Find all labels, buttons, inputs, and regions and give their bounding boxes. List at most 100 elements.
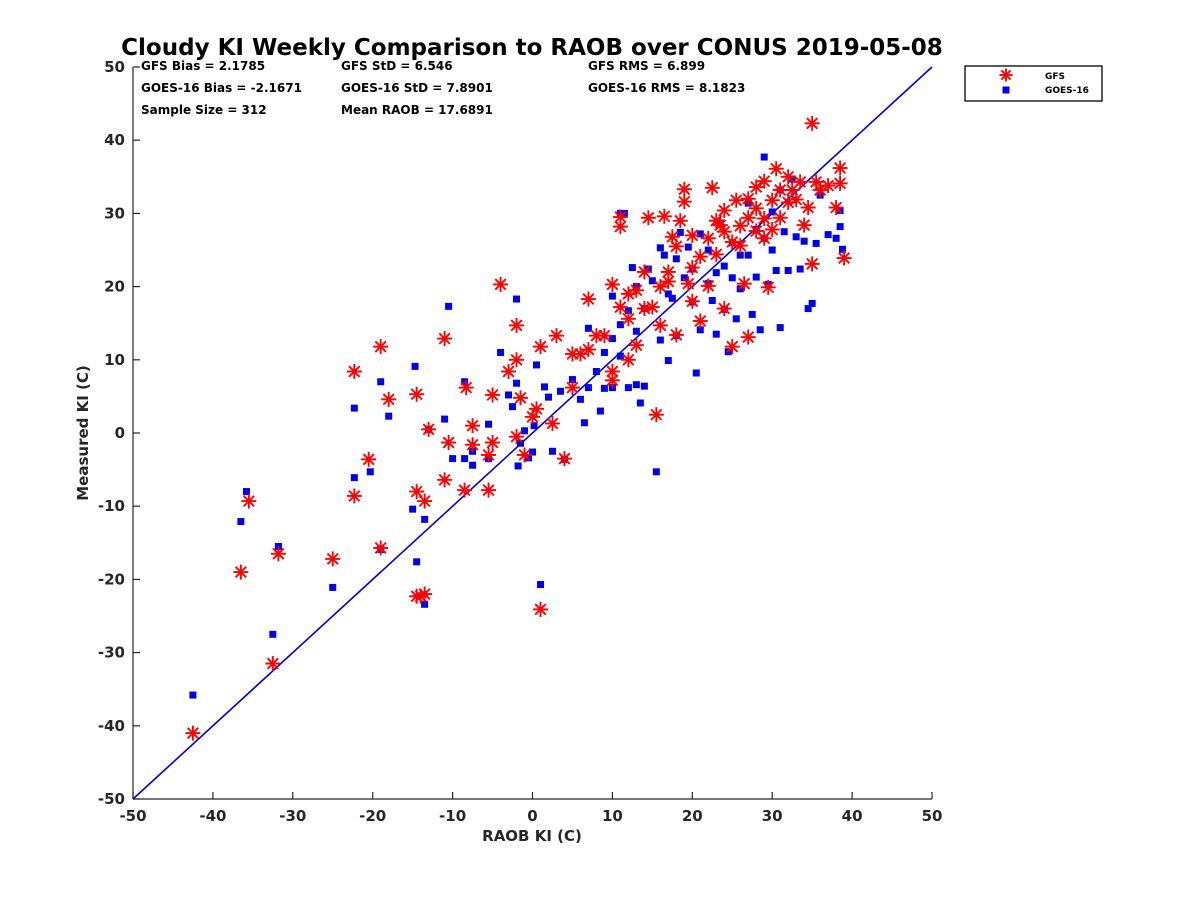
legend-goes16-marker (1002, 86, 1010, 94)
goes16-point (536, 581, 544, 589)
goes16-point (744, 251, 752, 259)
goes16-point (772, 266, 780, 274)
goes16-point (600, 348, 608, 356)
goes16-point (732, 315, 740, 323)
goes16-point (676, 228, 684, 236)
goes16-point (696, 326, 704, 334)
goes16-point (584, 324, 592, 332)
plot-area: -50 -40 -30 -20 -10 0 10 20 30 40 50 -50-40-30-20-… (98, 58, 943, 825)
goes16-point (385, 412, 393, 420)
y-tick-label: -50 (98, 790, 125, 808)
gfs-point (481, 447, 497, 463)
gfs-point (513, 390, 529, 406)
goes16-point (509, 403, 517, 411)
gfs-point (804, 115, 820, 131)
y-tick-label: 40 (104, 131, 125, 149)
y-axis-ticks: -50 -40 -30 -20 -10 0 10 20 30 40 50 (98, 58, 140, 808)
goes16-point (656, 336, 664, 344)
y-tick-label: 0 (115, 424, 125, 442)
gfs-point (836, 250, 852, 266)
y-tick-label: 10 (104, 351, 125, 369)
goes16-point (505, 391, 513, 399)
gfs-point (708, 246, 724, 262)
goes16-point (784, 266, 792, 274)
gfs-point (485, 387, 501, 403)
goes16-point (580, 419, 588, 427)
goes16-point (269, 630, 277, 638)
gfs-point (604, 372, 620, 388)
x-tick-label: 30 (762, 807, 783, 825)
goes16-point (796, 265, 804, 273)
gfs-point (596, 328, 612, 344)
goes16-point (461, 378, 469, 386)
goes16-point (696, 230, 704, 238)
gfs-point (417, 586, 433, 602)
goes16-point (736, 251, 744, 259)
gfs-point (680, 276, 696, 292)
gfs-point (764, 222, 780, 238)
gfs-point (676, 194, 692, 210)
y-tick-label: -20 (98, 570, 125, 588)
stat-text: GFS StD = 6.546 (341, 59, 453, 73)
gfs-point (660, 273, 676, 289)
gfs-point (458, 380, 474, 396)
goes16-point (544, 393, 552, 401)
gfs-point (792, 174, 808, 190)
stat-text: GOES-16 StD = 7.8901 (341, 81, 493, 95)
gfs-point (241, 493, 257, 509)
gfs-point (668, 238, 684, 254)
goes16-point (812, 239, 820, 247)
gfs-point (265, 656, 281, 672)
x-tick-label: 20 (682, 807, 703, 825)
gfs-point (325, 551, 341, 567)
gfs-point (544, 415, 560, 431)
goes16-point (411, 362, 419, 370)
goes16-point (449, 455, 457, 463)
gfs-point (756, 173, 772, 189)
goes16-point (530, 422, 538, 430)
gfs-point (716, 224, 732, 240)
goes16-point (608, 292, 616, 300)
x-tick-label: 0 (527, 807, 537, 825)
goes16-point (712, 269, 720, 277)
stat-text: GFS RMS = 6.899 (588, 59, 705, 73)
legend-goes16-label: GOES-16 (1045, 86, 1089, 96)
stat-text: GOES-16 RMS = 8.1823 (588, 81, 745, 95)
gfs-point (764, 192, 780, 208)
y-axis-label: Measured KI (C) (74, 365, 92, 501)
goes16-point (513, 295, 521, 303)
goes16-point (808, 299, 816, 307)
goes16-point (242, 488, 250, 496)
gfs-point (532, 339, 548, 355)
goes16-point (513, 379, 521, 387)
goes16-point (832, 234, 840, 242)
goes16-point (616, 352, 624, 360)
goes16-point (540, 383, 548, 391)
gfs-point (620, 311, 636, 327)
gfs-point (748, 200, 764, 216)
gfs-point (441, 435, 457, 451)
gfs-point (373, 339, 389, 355)
gfs-point (788, 191, 804, 207)
goes16-point (608, 335, 616, 343)
goes16-point (469, 461, 477, 469)
gfs-point (748, 179, 764, 195)
goes16-point (517, 439, 525, 447)
gfs-point (437, 331, 453, 347)
goes16-point (652, 468, 660, 476)
gfs-point (620, 352, 636, 368)
gfs-point (532, 601, 548, 617)
gfs-point (409, 484, 425, 500)
gfs-point (660, 264, 676, 280)
goes16-point (366, 468, 374, 476)
legend-box (964, 65, 1103, 102)
gfs-point (736, 276, 752, 292)
goes16-point (760, 153, 768, 161)
gfs-point (481, 482, 497, 498)
goes16-point (836, 223, 844, 231)
legend: GFS GOES-16 (964, 65, 1103, 102)
goes16-point (839, 245, 847, 253)
goes16-point (788, 175, 796, 183)
stat-text: Mean RAOB = 17.6891 (341, 103, 493, 117)
